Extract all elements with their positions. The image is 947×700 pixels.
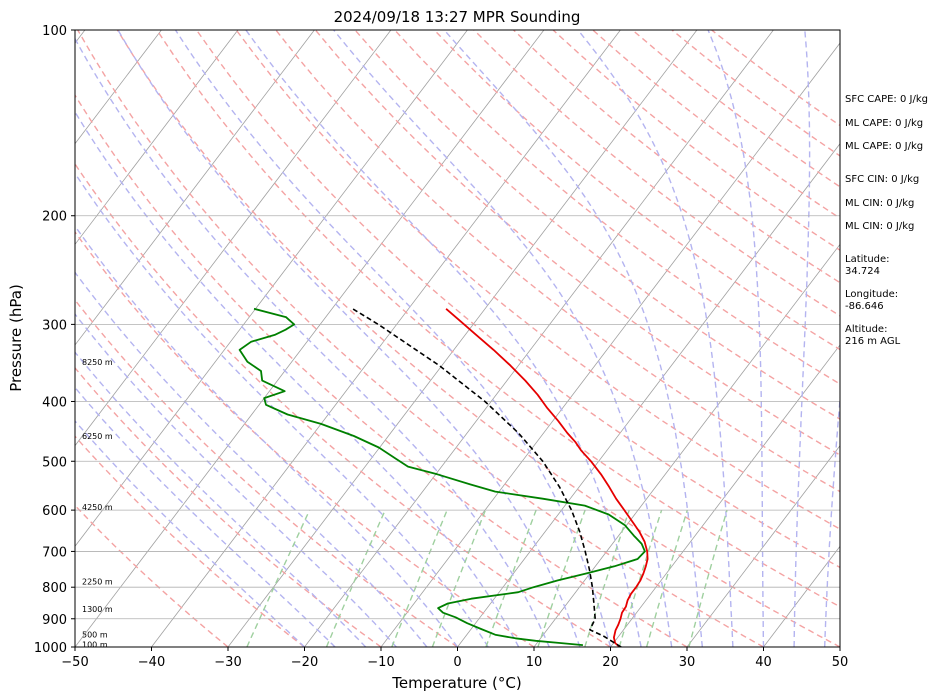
isotherm-line xyxy=(75,30,162,145)
y-tick-label: 900 xyxy=(42,613,67,628)
x-tick-label: 40 xyxy=(755,655,772,670)
x-tick-label: −50 xyxy=(61,655,88,670)
ml-cin-text: ML CIN: 0 J/kg xyxy=(845,198,914,209)
moist-adiabat-line xyxy=(577,30,734,647)
x-axis-title: Temperature (°C) xyxy=(391,674,521,692)
chart-title: 2024/09/18 13:27 MPR Sounding xyxy=(334,8,581,26)
y-tick-label: 600 xyxy=(42,504,67,519)
moist-adiabat-line xyxy=(333,30,673,647)
moist-adiabat-line xyxy=(75,172,489,647)
altitude-label: Altitude: xyxy=(845,324,887,335)
y-axis-title: Pressure (hPa) xyxy=(7,284,25,392)
dry-adiabat-line xyxy=(235,30,840,530)
altitude-value: 216 m AGL xyxy=(845,336,901,347)
isotherm-line xyxy=(75,30,468,548)
dewpoint-line xyxy=(238,307,646,646)
height-label: 100 m xyxy=(82,640,108,649)
parcel-line xyxy=(352,308,622,647)
x-tick-label: 50 xyxy=(832,655,849,670)
x-tick-label: −10 xyxy=(367,655,394,670)
latitude-label: Latitude: xyxy=(845,254,890,265)
isotherm-line xyxy=(227,30,698,647)
y-tick-label: 400 xyxy=(42,395,67,410)
moist-adiabat-line xyxy=(824,391,840,647)
dry-adiabat-line xyxy=(275,30,840,493)
y-tick-label: 200 xyxy=(42,210,67,225)
y-axis: 100 200 300 400 500 600 700 800 900 1000 xyxy=(34,24,75,656)
longitude-label: Longitude: xyxy=(845,289,898,300)
moist-adiabat-line xyxy=(75,420,305,647)
x-tick-label: −20 xyxy=(291,655,318,670)
x-tick-label: 10 xyxy=(526,655,543,670)
isotherm-line xyxy=(610,344,840,647)
isotherm-line xyxy=(304,30,774,647)
dry-adiabat-line xyxy=(75,93,688,647)
latitude-value: 34.724 xyxy=(845,266,880,277)
moist-adiabat-line xyxy=(75,224,459,647)
isotherm-line xyxy=(686,445,840,647)
y-tick-label: 500 xyxy=(42,455,67,470)
x-tick-label: 20 xyxy=(602,655,619,670)
y-tick-label: 1000 xyxy=(34,641,67,656)
ml-cin-text-2: ML CIN: 0 J/kg xyxy=(845,221,914,232)
dry-adiabat-line xyxy=(314,30,840,456)
y-tick-label: 800 xyxy=(42,581,67,596)
moist-adiabat-line xyxy=(793,30,811,647)
background-lines xyxy=(75,30,840,647)
sounding-annotations: SFC CAPE: 0 J/kg ML CAPE: 0 J/kg ML CAPE… xyxy=(845,94,928,347)
height-label: 1300 m xyxy=(82,605,113,614)
dry-adiabat-line xyxy=(75,435,305,647)
height-label: 6250 m xyxy=(82,432,113,441)
moist-adiabat-line xyxy=(707,30,765,647)
moist-adiabat-line xyxy=(75,386,336,647)
sfc-cin-text: SFC CIN: 0 J/kg xyxy=(845,174,919,185)
moist-adiabat-line xyxy=(75,271,428,647)
x-tick-label: −30 xyxy=(214,655,241,670)
isotherm-line xyxy=(380,42,840,647)
height-label: 8250 m xyxy=(82,358,113,367)
x-tick-label: 30 xyxy=(679,655,696,670)
y-tick-label: 100 xyxy=(42,24,67,39)
dry-adiabat-line xyxy=(77,30,764,647)
dry-adiabat-line xyxy=(513,30,840,284)
dry-adiabat-line xyxy=(75,230,535,647)
moist-adiabat-line xyxy=(75,37,550,647)
dry-adiabat-line xyxy=(195,30,840,569)
isotherm-line xyxy=(75,30,239,246)
ml-cape-text-2: ML CAPE: 0 J/kg xyxy=(845,141,923,152)
y-tick-label: 300 xyxy=(42,318,67,333)
sounding-series xyxy=(238,307,649,647)
dry-adiabat-line xyxy=(354,30,840,420)
sfc-cape-text: SFC CAPE: 0 J/kg xyxy=(845,94,928,105)
isotherm-line xyxy=(75,30,545,647)
height-label: 2250 m xyxy=(82,577,113,586)
height-label: 500 m xyxy=(82,631,108,640)
isotherm-line xyxy=(75,30,392,447)
x-axis: −50 −40 −30 −20 −10 0 10 20 30 40 50 xyxy=(61,647,848,670)
ml-cape-text: ML CAPE: 0 J/kg xyxy=(845,118,923,129)
dry-adiabat-line xyxy=(156,30,840,608)
temperature-line xyxy=(445,308,649,647)
longitude-value: -86.646 xyxy=(845,301,884,312)
isotherm-line xyxy=(533,243,840,647)
dry-adiabat-line xyxy=(75,162,611,647)
moist-adiabat-line xyxy=(75,351,367,647)
isotherm-line xyxy=(75,30,315,346)
height-label: 4250 m xyxy=(82,503,113,512)
x-tick-label: 0 xyxy=(453,655,461,670)
dry-adiabat-line xyxy=(394,30,840,385)
moist-adiabat-line xyxy=(117,30,581,647)
y-tick-label: 700 xyxy=(42,545,67,560)
dry-adiabat-line xyxy=(75,298,458,647)
dry-adiabat-line xyxy=(116,30,840,647)
moist-adiabat-line xyxy=(75,110,520,647)
moist-adiabat-line xyxy=(443,30,703,647)
x-tick-label: −40 xyxy=(138,655,165,670)
